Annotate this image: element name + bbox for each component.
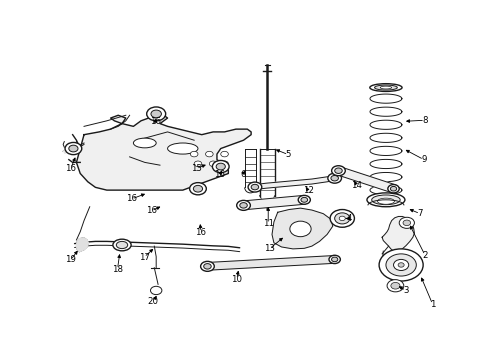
Circle shape [393, 260, 409, 270]
Polygon shape [76, 115, 251, 190]
Circle shape [248, 182, 262, 192]
Text: 16: 16 [196, 228, 206, 237]
Circle shape [290, 221, 311, 237]
Circle shape [332, 166, 345, 176]
Polygon shape [63, 147, 79, 153]
Circle shape [237, 201, 250, 210]
Polygon shape [76, 238, 89, 252]
Text: 6: 6 [240, 170, 245, 179]
Text: 3: 3 [403, 286, 409, 295]
Ellipse shape [113, 239, 131, 251]
Polygon shape [336, 167, 396, 193]
Ellipse shape [367, 193, 405, 207]
Ellipse shape [168, 143, 198, 154]
Circle shape [220, 151, 228, 157]
Circle shape [206, 151, 213, 157]
Circle shape [200, 261, 214, 271]
Text: 14: 14 [351, 181, 362, 190]
Circle shape [65, 143, 82, 155]
Circle shape [69, 145, 78, 152]
Circle shape [216, 163, 225, 170]
Circle shape [301, 197, 308, 202]
Circle shape [151, 110, 161, 118]
Circle shape [388, 185, 399, 193]
Text: 2: 2 [422, 251, 428, 260]
Circle shape [399, 217, 415, 228]
Circle shape [403, 220, 411, 226]
Ellipse shape [370, 84, 402, 91]
Text: 17: 17 [139, 253, 149, 262]
Text: 1: 1 [430, 300, 436, 309]
Circle shape [339, 216, 345, 221]
Circle shape [387, 280, 404, 292]
Text: 9: 9 [421, 155, 427, 164]
Text: 16: 16 [215, 170, 225, 179]
Text: 7: 7 [417, 209, 423, 218]
Circle shape [194, 185, 202, 192]
Circle shape [190, 183, 206, 195]
Ellipse shape [116, 242, 128, 249]
Polygon shape [272, 208, 333, 249]
Ellipse shape [372, 195, 400, 205]
Circle shape [147, 107, 166, 121]
Circle shape [331, 175, 339, 181]
Circle shape [332, 257, 338, 262]
Circle shape [220, 161, 228, 167]
Ellipse shape [374, 85, 397, 90]
Circle shape [150, 286, 162, 294]
Text: 10: 10 [231, 275, 242, 284]
Text: 16: 16 [146, 206, 157, 215]
Circle shape [398, 263, 404, 267]
Circle shape [391, 283, 400, 289]
Circle shape [335, 168, 342, 174]
Text: 19: 19 [65, 256, 76, 265]
Text: 18: 18 [112, 265, 123, 274]
Ellipse shape [380, 86, 392, 89]
Polygon shape [255, 176, 335, 190]
Ellipse shape [133, 138, 156, 148]
Circle shape [251, 184, 259, 190]
Text: 16: 16 [150, 117, 161, 126]
Circle shape [240, 203, 247, 208]
Circle shape [204, 264, 211, 269]
Text: 4: 4 [346, 214, 352, 223]
Circle shape [209, 161, 217, 167]
Circle shape [190, 151, 198, 157]
Text: 20: 20 [147, 297, 159, 306]
Text: 12: 12 [303, 186, 314, 195]
Circle shape [330, 210, 354, 227]
Text: 5: 5 [286, 150, 291, 159]
Circle shape [212, 161, 229, 173]
Circle shape [194, 161, 202, 167]
Text: 8: 8 [422, 116, 428, 125]
Text: 16: 16 [126, 194, 137, 203]
Text: 13: 13 [264, 244, 275, 253]
Text: 15: 15 [191, 164, 201, 173]
Polygon shape [243, 195, 305, 210]
Ellipse shape [377, 198, 394, 204]
Polygon shape [207, 256, 335, 270]
Polygon shape [382, 216, 415, 252]
Circle shape [386, 254, 416, 276]
Circle shape [329, 255, 341, 264]
Circle shape [391, 186, 397, 191]
Circle shape [335, 213, 350, 224]
Circle shape [298, 195, 310, 204]
Text: 16: 16 [65, 164, 76, 173]
Circle shape [379, 249, 423, 281]
Text: 11: 11 [263, 220, 274, 229]
Circle shape [328, 173, 342, 183]
